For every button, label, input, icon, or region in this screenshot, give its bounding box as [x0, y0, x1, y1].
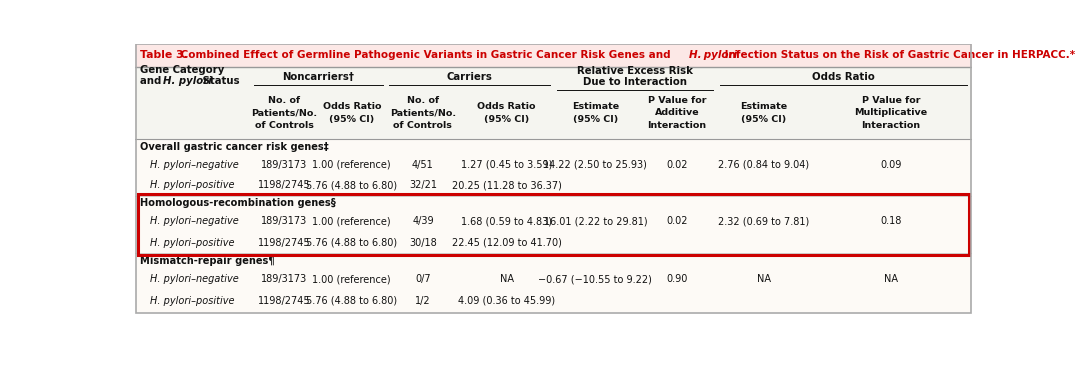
Text: 1.00 (reference): 1.00 (reference) [312, 274, 391, 284]
Text: 16.01 (2.22 to 29.81): 16.01 (2.22 to 29.81) [543, 216, 647, 226]
Text: 4/39: 4/39 [413, 216, 434, 226]
Text: NA: NA [883, 274, 897, 284]
Text: 1/2: 1/2 [415, 296, 431, 306]
Text: 0.18: 0.18 [880, 216, 902, 226]
Text: Carriers: Carriers [447, 72, 492, 82]
Text: 5.76 (4.88 to 6.80): 5.76 (4.88 to 6.80) [307, 238, 397, 247]
Text: 0/7: 0/7 [415, 274, 431, 284]
Text: 5.76 (4.88 to 6.80): 5.76 (4.88 to 6.80) [307, 180, 397, 190]
Text: Estimate
(95% CI): Estimate (95% CI) [741, 102, 787, 123]
Text: Infection Status on the Risk of Gastric Cancer in HERPACC.*: Infection Status on the Risk of Gastric … [721, 50, 1075, 60]
Text: H. pylori–positive: H. pylori–positive [150, 238, 234, 247]
Text: P Value for
Multiplicative
Interaction: P Value for Multiplicative Interaction [854, 96, 928, 130]
Text: 1198/2745: 1198/2745 [258, 238, 310, 247]
Bar [135, 44, 972, 67]
Text: No. of
Patients/No.
of Controls: No. of Patients/No. of Controls [390, 96, 456, 130]
Text: Due to Interaction: Due to Interaction [583, 77, 687, 87]
Text: NA: NA [757, 274, 771, 284]
Text: 32/21: 32/21 [409, 180, 437, 190]
Text: 0.02: 0.02 [666, 216, 688, 226]
Text: 4/51: 4/51 [413, 160, 434, 170]
Text: 189/3173: 189/3173 [261, 274, 307, 284]
Text: 189/3173: 189/3173 [261, 216, 307, 226]
Text: 189/3173: 189/3173 [261, 160, 307, 170]
Text: 2.76 (0.84 to 9.04): 2.76 (0.84 to 9.04) [718, 160, 810, 170]
Text: Overall gastric cancer risk genes‡: Overall gastric cancer risk genes‡ [140, 142, 328, 152]
Text: Odds Ratio
(95% CI): Odds Ratio (95% CI) [323, 102, 381, 123]
Text: 30/18: 30/18 [409, 238, 436, 247]
Text: Odds Ratio
(95% CI): Odds Ratio (95% CI) [477, 102, 536, 123]
Text: 1.68 (0.59 to 4.83): 1.68 (0.59 to 4.83) [461, 216, 552, 226]
Text: 0.09: 0.09 [880, 160, 902, 170]
Bar [135, 67, 972, 139]
Text: Status: Status [200, 76, 240, 87]
Text: NA: NA [500, 274, 514, 284]
Text: Noncarriers†: Noncarriers† [282, 72, 354, 82]
Text: H. pylori–negative: H. pylori–negative [150, 216, 239, 226]
Bar [137, 194, 970, 255]
Text: 5.76 (4.88 to 6.80): 5.76 (4.88 to 6.80) [307, 296, 397, 306]
Text: H. pylori–negative: H. pylori–negative [150, 274, 239, 284]
Text: H. pylori: H. pylori [163, 76, 212, 87]
Text: H. pylori: H. pylori [689, 50, 738, 60]
Text: Odds Ratio: Odds Ratio [812, 72, 875, 82]
Text: 1.27 (0.45 to 3.59): 1.27 (0.45 to 3.59) [461, 160, 552, 170]
Text: H. pylori–negative: H. pylori–negative [150, 160, 239, 170]
Bar [136, 139, 971, 312]
Text: 1198/2745: 1198/2745 [258, 180, 310, 190]
Text: 0.02: 0.02 [666, 160, 688, 170]
Text: Gene Category: Gene Category [140, 65, 225, 76]
Text: 14.22 (2.50 to 25.93): 14.22 (2.50 to 25.93) [543, 160, 647, 170]
Text: H. pylori–positive: H. pylori–positive [150, 296, 234, 306]
Text: Estimate
(95% CI): Estimate (95% CI) [571, 102, 619, 123]
Text: Relative Excess Risk: Relative Excess Risk [577, 66, 693, 76]
Text: Combined Effect of Germline Pathogenic Variants in Gastric Cancer Risk Genes and: Combined Effect of Germline Pathogenic V… [177, 50, 674, 60]
Text: 0.90: 0.90 [666, 274, 688, 284]
Text: H. pylori–positive: H. pylori–positive [150, 180, 234, 190]
Text: P Value for
Additive
Interaction: P Value for Additive Interaction [647, 96, 706, 130]
Text: 1.00 (reference): 1.00 (reference) [312, 160, 391, 170]
Text: Homologous-recombination genes§: Homologous-recombination genes§ [140, 198, 336, 208]
Text: 22.45 (12.09 to 41.70): 22.45 (12.09 to 41.70) [451, 238, 562, 247]
Text: 4.09 (0.36 to 45.99): 4.09 (0.36 to 45.99) [458, 296, 555, 306]
Text: No. of
Patients/No.
of Controls: No. of Patients/No. of Controls [251, 96, 318, 130]
Text: −0.67 (−10.55 to 9.22): −0.67 (−10.55 to 9.22) [539, 274, 652, 284]
Text: 1.00 (reference): 1.00 (reference) [312, 216, 391, 226]
Text: 20.25 (11.28 to 36.37): 20.25 (11.28 to 36.37) [451, 180, 562, 190]
Text: 1198/2745: 1198/2745 [258, 296, 310, 306]
Text: Mismatch-repair genes¶: Mismatch-repair genes¶ [140, 256, 274, 266]
Text: 2.32 (0.69 to 7.81): 2.32 (0.69 to 7.81) [718, 216, 810, 226]
Text: and: and [140, 76, 165, 87]
Text: Table 3.: Table 3. [140, 50, 188, 60]
